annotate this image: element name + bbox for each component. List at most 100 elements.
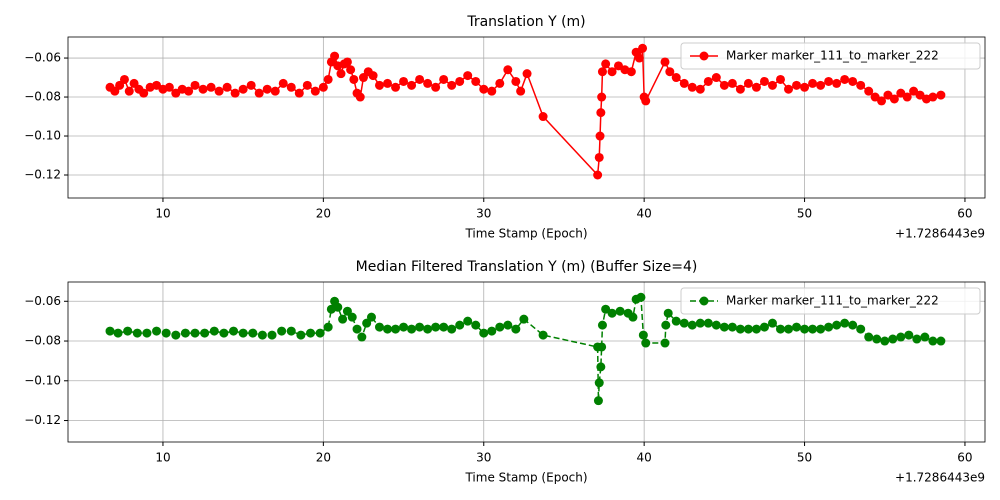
data-point — [848, 76, 858, 86]
data-point — [928, 336, 938, 346]
data-point — [856, 80, 866, 90]
data-point — [864, 86, 874, 96]
data-point — [190, 80, 200, 90]
plot-frame — [67, 281, 986, 443]
y-tick-label: −0.12 — [24, 168, 61, 182]
data-point — [302, 80, 312, 90]
data-point — [597, 67, 607, 77]
data-point — [936, 90, 946, 100]
data-point — [511, 76, 521, 86]
data-point — [342, 57, 352, 67]
data-point — [759, 76, 769, 86]
data-point — [896, 332, 906, 342]
data-point — [257, 330, 267, 340]
data-point — [267, 330, 277, 340]
data-point — [660, 338, 670, 348]
data-point — [661, 320, 671, 330]
data-point — [800, 324, 810, 334]
data-point — [601, 304, 611, 314]
data-point — [352, 324, 362, 334]
data-point — [641, 96, 651, 106]
x-tick-label: 50 — [797, 207, 812, 221]
data-point — [471, 320, 481, 330]
data-point — [641, 338, 651, 348]
data-point — [238, 328, 248, 338]
data-point — [357, 332, 367, 342]
data-point — [383, 78, 393, 88]
data-point — [538, 112, 548, 122]
data-point — [775, 74, 785, 84]
data-point — [928, 92, 938, 102]
data-point — [596, 108, 606, 118]
data-point — [808, 78, 818, 88]
data-point — [296, 330, 306, 340]
legend-label: Marker marker_111_to_marker_222 — [726, 294, 939, 308]
data-point — [615, 306, 625, 316]
data-point — [423, 324, 433, 334]
data-point — [238, 84, 248, 94]
data-point — [695, 318, 705, 328]
data-point — [711, 320, 721, 330]
data-point — [889, 94, 899, 104]
x-axis-label: Time Stamp (Epoch) — [464, 227, 587, 241]
x-tick-label: 40 — [637, 451, 652, 465]
data-point — [832, 320, 842, 330]
data-point — [719, 322, 729, 332]
data-point — [767, 318, 777, 328]
x-tick-label: 10 — [155, 207, 170, 221]
data-point — [607, 67, 617, 77]
data-point — [595, 131, 605, 141]
data-point — [634, 53, 644, 63]
data-point — [660, 57, 670, 67]
data-point — [888, 334, 898, 344]
data-point — [628, 312, 638, 322]
data-point — [727, 322, 737, 332]
data-point — [310, 86, 320, 96]
data-point — [471, 76, 481, 86]
data-point — [679, 78, 689, 88]
data-point — [222, 82, 232, 92]
data-point — [687, 320, 697, 330]
data-point — [703, 318, 713, 328]
data-point — [594, 378, 604, 388]
data-point — [695, 84, 705, 94]
data-point — [487, 326, 497, 336]
data-point — [374, 80, 384, 90]
data-point — [342, 306, 352, 316]
data-point — [455, 76, 465, 86]
x-tick-label: 60 — [957, 207, 972, 221]
data-point — [286, 326, 296, 336]
data-point — [431, 82, 441, 92]
data-point — [759, 322, 769, 332]
data-point — [687, 82, 697, 92]
data-point — [391, 82, 401, 92]
data-point — [751, 82, 761, 92]
chart-title: Translation Y (m) — [466, 14, 585, 30]
data-point — [711, 73, 721, 83]
data-point — [743, 78, 753, 88]
data-point — [230, 88, 240, 98]
data-point — [161, 328, 171, 338]
data-point — [349, 74, 359, 84]
data-point — [638, 43, 648, 53]
data-point — [880, 336, 890, 346]
data-point — [519, 314, 529, 324]
data-point — [219, 328, 229, 338]
data-point — [323, 322, 333, 332]
data-point — [254, 88, 264, 98]
data-point — [399, 76, 409, 86]
legend-marker — [699, 51, 709, 61]
legend-box — [680, 42, 981, 70]
data-point — [277, 326, 287, 336]
data-point — [904, 330, 914, 340]
data-point — [415, 74, 425, 84]
data-point — [751, 324, 761, 334]
data-point — [727, 78, 737, 88]
data-point — [152, 326, 162, 336]
x-tick-label: 30 — [476, 207, 491, 221]
data-point — [171, 330, 181, 340]
data-point — [270, 86, 280, 96]
data-point — [286, 82, 296, 92]
data-point — [597, 92, 607, 102]
data-point — [848, 320, 858, 330]
